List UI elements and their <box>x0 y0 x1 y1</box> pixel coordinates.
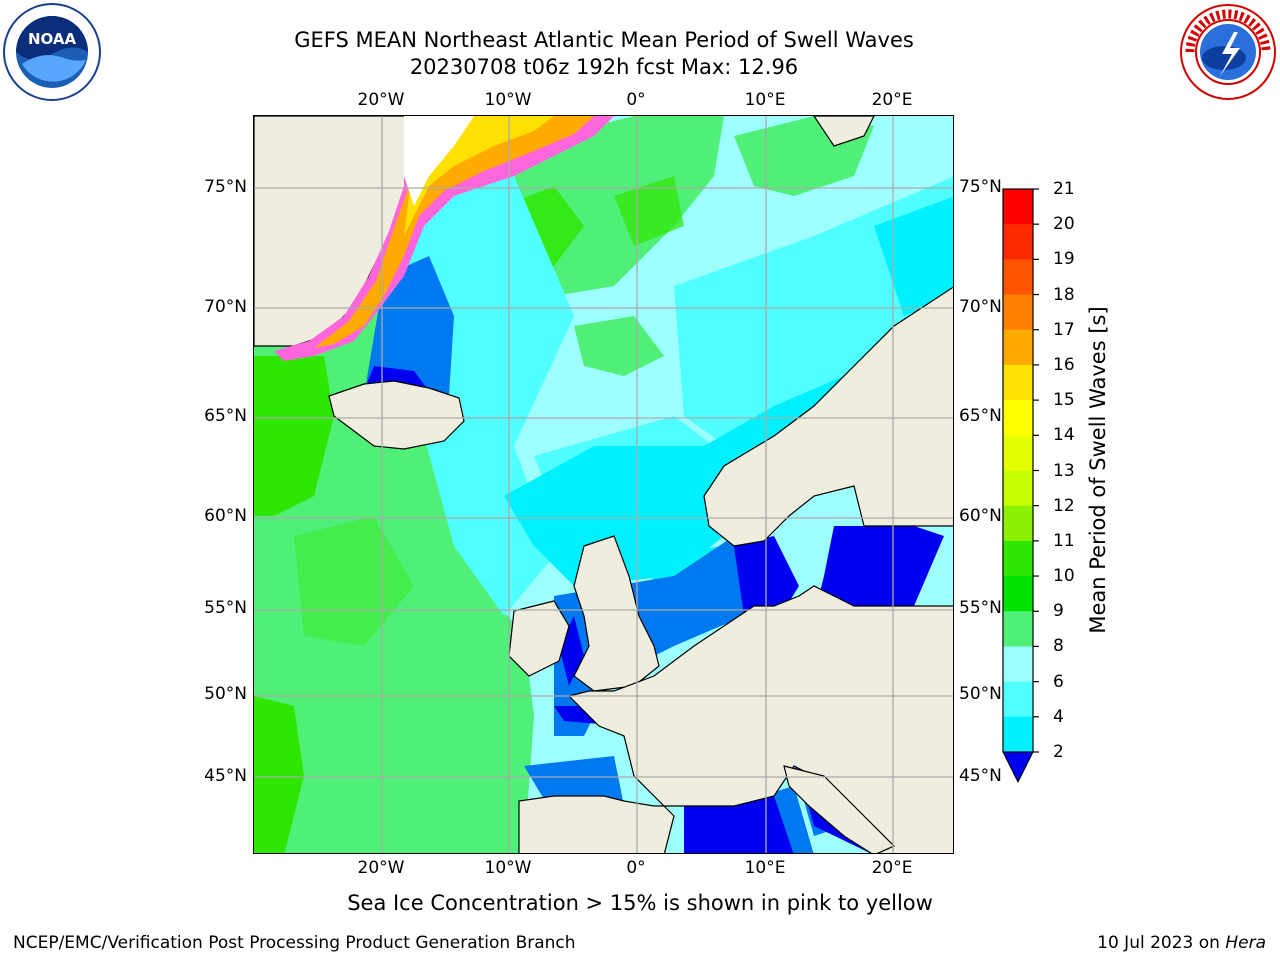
lat-tick-right-45n: 45°N <box>959 766 1002 786</box>
lat-tick-left-55n: 55°N <box>204 598 247 618</box>
lon-tick-bottom-20w: 20°W <box>357 858 405 878</box>
colorbar-segment <box>1003 646 1033 683</box>
colorbar-label: 15 <box>1053 390 1075 411</box>
lon-tick-top-10w: 10°W <box>484 90 532 110</box>
colorbar-label: 6 <box>1053 671 1064 692</box>
lat-tick-left-75n: 75°N <box>204 177 247 197</box>
colorbar-segment <box>1003 329 1033 366</box>
colorbar-label: 20 <box>1053 214 1075 235</box>
colorbar-segment <box>1003 364 1033 401</box>
colorbar-label: 16 <box>1053 354 1075 375</box>
lat-tick-right-75n: 75°N <box>959 177 1002 197</box>
chart-title: GEFS MEAN Northeast Atlantic Mean Period… <box>294 28 914 52</box>
colorbar-label: 14 <box>1053 425 1075 446</box>
colorbar-segment <box>1003 505 1033 542</box>
colorbar-label: 9 <box>1053 601 1064 622</box>
colorbar-segment <box>1003 681 1033 718</box>
lon-tick-bottom-0: 0° <box>626 858 646 878</box>
nws-logo <box>1178 2 1278 102</box>
colorbar-label: 12 <box>1053 495 1075 516</box>
colorbar-label: 8 <box>1053 636 1064 657</box>
colorbar-label: 17 <box>1053 319 1075 340</box>
sea-ice-note: Sea Ice Concentration > 15% is shown in … <box>347 891 933 915</box>
lon-tick-top-10e: 10°E <box>744 90 786 110</box>
graticule <box>254 116 953 853</box>
run-date-text: 10 Jul 2023 on <box>1097 933 1220 953</box>
colorbar <box>1002 188 1039 784</box>
colorbar-segment <box>1003 716 1033 753</box>
lat-tick-right-55n: 55°N <box>959 598 1002 618</box>
lon-tick-top-20w: 20°W <box>357 90 405 110</box>
colorbar-label: 2 <box>1053 742 1064 762</box>
credit-text: NCEP/EMC/Verification Post Processing Pr… <box>13 933 576 953</box>
lat-tick-left-70n: 70°N <box>204 297 247 317</box>
lat-tick-left-45n: 45°N <box>204 766 247 786</box>
lat-tick-right-65n: 65°N <box>959 406 1002 426</box>
colorbar-segment <box>1003 189 1033 225</box>
colorbar-label: 19 <box>1053 249 1075 270</box>
lon-tick-bottom-20e: 20°E <box>871 858 913 878</box>
lat-tick-left-50n: 50°N <box>204 684 247 704</box>
lon-tick-bottom-10w: 10°W <box>484 858 532 878</box>
lat-tick-left-60n: 60°N <box>204 506 247 526</box>
colorbar-extend-arrow <box>1002 751 1034 784</box>
colorbar-segment <box>1003 435 1033 471</box>
colorbar-segment <box>1003 611 1033 647</box>
lat-tick-left-65n: 65°N <box>204 406 247 426</box>
colorbar-label: 13 <box>1053 460 1075 481</box>
sea-ice <box>274 116 614 361</box>
colorbar-label: 10 <box>1053 566 1075 587</box>
colorbar-label: 18 <box>1053 284 1075 305</box>
noaa-logo: NOAA <box>2 2 102 102</box>
colorbar-segment <box>1003 259 1033 296</box>
lat-tick-right-50n: 50°N <box>959 684 1002 704</box>
colorbar-label: 11 <box>1053 530 1075 551</box>
swell-period-map <box>253 115 954 854</box>
lon-tick-bottom-10e: 10°E <box>744 858 786 878</box>
colorbar-label: 4 <box>1053 706 1064 727</box>
colorbar-segment <box>1003 400 1033 436</box>
colorbar-segment <box>1003 224 1033 260</box>
run-date: 10 Jul 2023 on Hera <box>1097 933 1266 953</box>
lat-tick-right-60n: 60°N <box>959 506 1002 526</box>
machine-name: Hera <box>1225 933 1266 953</box>
lon-tick-top-20e: 20°E <box>871 90 913 110</box>
colorbar-segment <box>1003 540 1033 577</box>
colorbar-segment <box>1003 294 1033 331</box>
lat-tick-right-70n: 70°N <box>959 297 1002 317</box>
chart-subtitle: 20230708 t06z 192h fcst Max: 12.96 <box>409 55 799 79</box>
noaa-logo-text: NOAA <box>28 30 77 48</box>
lon-tick-top-0: 0° <box>626 90 646 110</box>
colorbar-label: 21 <box>1053 179 1075 199</box>
colorbar-segment <box>1003 470 1033 507</box>
colorbar-segment <box>1003 576 1033 612</box>
colorbar-title: Mean Period of Swell Waves [s] <box>1086 306 1110 634</box>
swell-band-10-11 <box>254 176 684 853</box>
